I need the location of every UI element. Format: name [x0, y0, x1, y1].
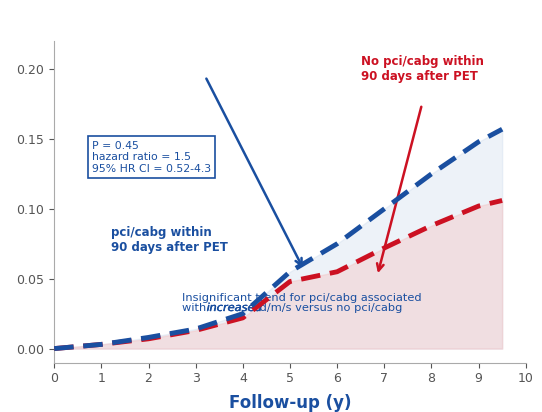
Text: P = 0.45
hazard ratio = 1.5
95% HR CI = 0.52-4.3: P = 0.45 hazard ratio = 1.5 95% HR CI = …: [92, 141, 211, 174]
Text: with: with: [182, 303, 209, 313]
Text: No pci/cabg within
90 days after PET: No pci/cabg within 90 days after PET: [361, 55, 483, 83]
Text: increased: increased: [207, 303, 262, 313]
Text: increased: increased: [207, 303, 262, 313]
Text: d/m/s versus no pci/cabg: d/m/s versus no pci/cabg: [256, 303, 402, 313]
Text: Mildly to moderately reduced coronary flow capacity: Mildly to moderately reduced coronary fl…: [12, 11, 530, 28]
Text: Insignificant trend for pci/cabg associated: Insignificant trend for pci/cabg associa…: [182, 293, 421, 304]
X-axis label: Follow-up (y): Follow-up (y): [229, 393, 351, 412]
Text: pci/cabg within
90 days after PET: pci/cabg within 90 days after PET: [111, 226, 228, 254]
